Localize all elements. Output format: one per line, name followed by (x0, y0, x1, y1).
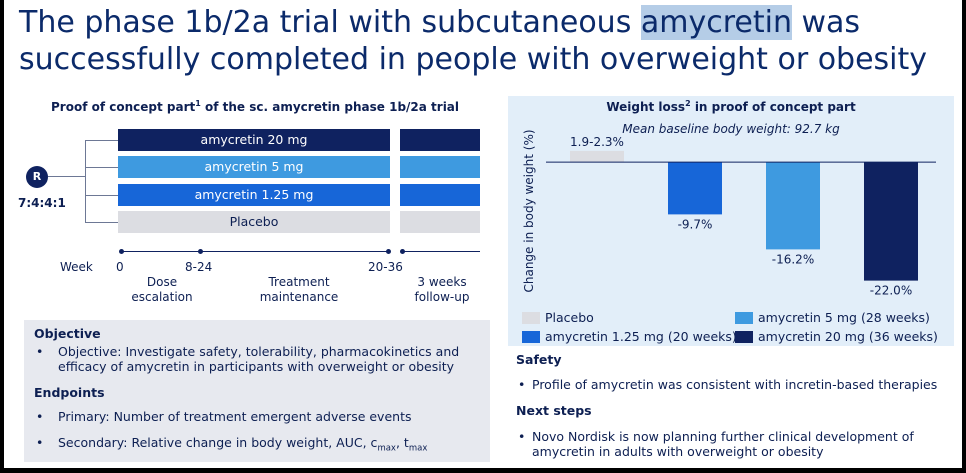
legend-label-placebo: Placebo (545, 310, 594, 325)
slide-title: The phase 1b/2a trial with subcutaneous … (19, 4, 927, 78)
objective-bullet: • (36, 344, 44, 359)
title-line-1-start: The phase 1b/2a trial with subcutaneous (19, 5, 641, 40)
title-line-1: The phase 1b/2a trial with subcutaneous … (19, 4, 927, 41)
bar-value-label-2: -9.7% (678, 217, 713, 231)
week-label: Week (60, 260, 93, 274)
safety-bullet: • (518, 377, 526, 392)
objective-box: Objective • Objective: Investigate safet… (24, 320, 490, 462)
randomization-connector (48, 176, 85, 177)
slide: The phase 1b/2a trial with subcutaneous … (4, 0, 962, 468)
endpoints-heading: Endpoints (34, 385, 105, 400)
next-steps-text: Novo Nordisk is now planning further cli… (532, 429, 914, 459)
safety-text: Profile of amycretin was consistent with… (532, 377, 938, 392)
week-tick-0: 0 (116, 260, 124, 274)
bar-2 (668, 162, 722, 215)
timeline-dot-followup (400, 249, 405, 254)
arm-followup-20mg (400, 129, 480, 151)
week-tick-20-36: 20-36 (368, 260, 403, 274)
title-line-2: successfully completed in people with ov… (19, 42, 928, 77)
week-tick-8-24: 8-24 (185, 260, 213, 274)
arm-followup-1-25mg (400, 184, 480, 206)
bar-1 (570, 150, 624, 163)
chart-subtitle: Mean baseline body weight: 92.7 kg (622, 122, 840, 136)
arm-bar-20mg: amycretin 20 mg (118, 129, 390, 151)
bar-4 (864, 162, 918, 281)
timeline-dot-20-36 (386, 249, 391, 254)
randomization-ratio: 7:4:4:1 (18, 196, 66, 210)
arm-connector-4 (85, 222, 118, 223)
legend-swatch-20mg (735, 331, 753, 343)
bar-3 (766, 162, 820, 250)
phase-treatment-maintenance: Treatment maintenance (259, 275, 339, 304)
objective-text: Objective: Investigate safety, tolerabil… (58, 344, 460, 374)
bar-value-label-4: -22.0% (870, 284, 912, 298)
timeline-line (121, 251, 390, 252)
bar-value-label-3: -16.2% (772, 252, 814, 266)
arm-followup-5mg (400, 156, 480, 178)
trial-design-title: Proof of concept part1 of the sc. amycre… (51, 99, 460, 114)
legend-swatch-placebo (522, 312, 540, 324)
arm-connector-1 (85, 140, 118, 141)
legend-label-20mg: amycretin 20 mg (36 weeks) (758, 329, 938, 344)
title-highlighted-word[interactable]: amycretin (640, 5, 792, 40)
bar-value-label-1: 1.9-2.3% (570, 135, 624, 149)
chart-title: Weight loss2 in proof of concept part (606, 99, 856, 114)
arm-bar-5mg: amycretin 5 mg (118, 156, 390, 178)
followup-timeline-line (402, 251, 480, 252)
arm-connector-2 (85, 167, 118, 168)
legend-label-5mg: amycretin 5 mg (28 weeks) (758, 310, 930, 325)
timeline-dot-8-24 (198, 249, 203, 254)
objective-heading: Objective (34, 326, 101, 341)
primary-bullet: • (36, 409, 44, 424)
bars-group: 1.9-2.3% -9.7% -16.2% -22.0% (570, 135, 918, 298)
arm-followup-placebo (400, 211, 480, 233)
next-steps-heading: Next steps (516, 403, 592, 418)
phase-dose-escalation: Dose escalation (131, 275, 193, 304)
next-steps-bullet: • (518, 429, 526, 444)
arm-connector-vertical (85, 140, 86, 223)
weight-loss-chart: Change in body weight (%) 1.9-2.3% -9.7% -… (522, 129, 936, 298)
secondary-endpoint: Secondary: Relative change in body weigh… (58, 435, 428, 454)
safety-heading: Safety (516, 352, 562, 367)
randomization-badge: R (26, 166, 48, 188)
phase-followup: 3 weeks follow-up (414, 275, 470, 304)
timeline-dot-0 (119, 249, 124, 254)
legend-label-1-25mg: amycretin 1.25 mg (20 weeks) (545, 329, 737, 344)
arm-bar-placebo: Placebo (118, 211, 390, 233)
secondary-bullet: • (36, 435, 44, 450)
y-axis-label: Change in body weight (%) (522, 129, 536, 292)
legend-swatch-1-25mg (522, 331, 540, 343)
legend-swatch-5mg (735, 312, 753, 324)
primary-endpoint: Primary: Number of treatment emergent ad… (58, 409, 412, 424)
arm-connector-3 (85, 195, 118, 196)
title-line-1-end: was (791, 5, 861, 40)
arm-bar-1-25mg: amycretin 1.25 mg (118, 184, 390, 206)
